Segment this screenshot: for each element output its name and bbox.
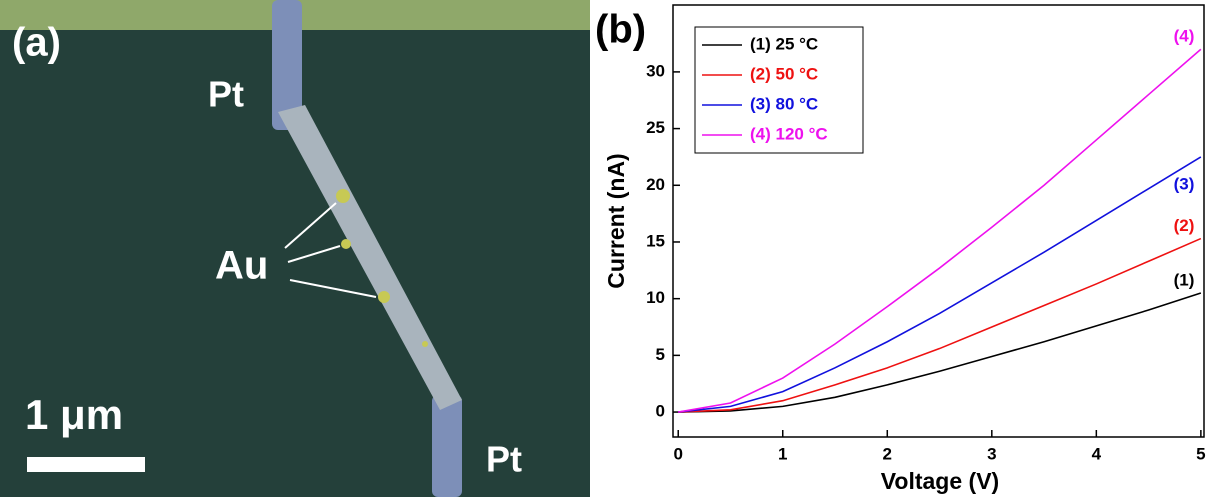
- au-particle: [378, 291, 390, 303]
- end-label: (1): [1174, 270, 1195, 289]
- legend-label: (1) 25 °C: [750, 34, 818, 53]
- x-tick-label: 5: [1196, 444, 1205, 463]
- y-tick-label: 0: [656, 402, 665, 421]
- panel-label: (a): [12, 21, 61, 65]
- x-tick-label: 4: [1092, 444, 1102, 463]
- series-line: [678, 48, 1202, 413]
- y-tick-label: 15: [646, 231, 665, 250]
- au-label: Au: [215, 244, 268, 288]
- pt-label: Pt: [208, 74, 244, 115]
- y-tick-label: 10: [646, 288, 665, 307]
- series-line: [678, 292, 1202, 413]
- plot-frame: [672, 4, 1205, 438]
- au-particle: [341, 239, 351, 249]
- arrows: [284, 202, 377, 298]
- legend-label: (2) 50 °C: [750, 64, 818, 83]
- legend-label: (3) 80 °C: [750, 94, 818, 113]
- x-tick-label: 3: [987, 444, 996, 463]
- x-tick-label: 1: [778, 444, 787, 463]
- x-tick-label: 2: [883, 444, 892, 463]
- panel-label: (b): [595, 8, 646, 52]
- x-tick-label: 0: [673, 444, 682, 463]
- scale-bar: [27, 457, 145, 472]
- end-label: (2): [1174, 216, 1195, 235]
- legend-box: [694, 26, 864, 154]
- y-tick-label: 30: [646, 61, 665, 80]
- sem-image: (a) Pt Au Pt 1 μm: [0, 0, 590, 497]
- end-label: (3): [1174, 174, 1195, 193]
- x-axis-label: Voltage (V): [881, 468, 999, 494]
- legend-label: (4) 120 °C: [750, 124, 828, 143]
- end-label: (4): [1174, 27, 1195, 46]
- pt-label: Pt: [486, 439, 522, 480]
- y-axis-label: Current (nA): [603, 153, 629, 288]
- y-tick-label: 25: [646, 118, 665, 137]
- series-line: [678, 156, 1202, 413]
- y-tick-label: 5: [656, 345, 665, 364]
- pt-contact: [432, 395, 462, 497]
- au-particle: [422, 341, 428, 347]
- scale-label: 1 μm: [25, 391, 123, 438]
- au-particle: [336, 189, 350, 203]
- pt-contact: [272, 0, 302, 130]
- series-line: [678, 237, 1202, 413]
- nanowire: [278, 105, 462, 410]
- y-tick-label: 20: [646, 175, 665, 194]
